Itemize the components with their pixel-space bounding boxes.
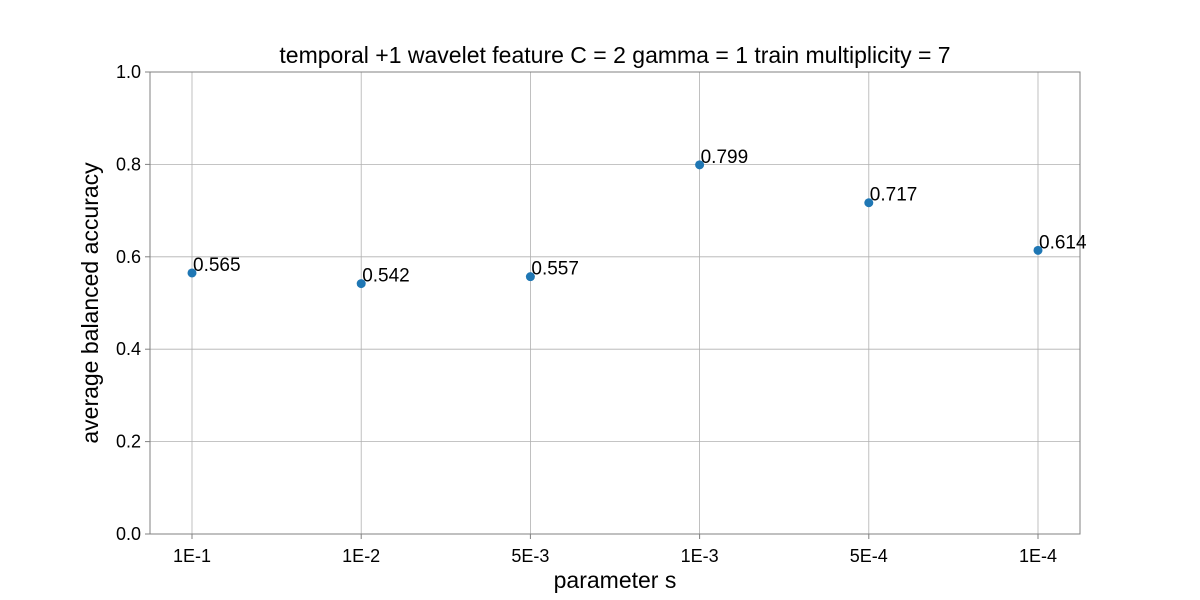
- data-point: [864, 198, 874, 208]
- y-tick-label: 0.2: [116, 432, 141, 452]
- data-point: [187, 268, 197, 278]
- data-value-label: 0.557: [531, 259, 579, 280]
- y-tick-label: 0.8: [116, 154, 141, 174]
- data-point: [356, 279, 366, 289]
- data-labels-layer: 0.565 0.542 0.557 0.799 0.717 0.614: [193, 147, 1087, 287]
- data-point: [1033, 245, 1043, 255]
- x-tick-label: 5E-4: [850, 546, 888, 566]
- data-value-label: 0.614: [1039, 232, 1087, 253]
- x-tick-label: 1E-4: [1019, 546, 1057, 566]
- x-axis-label: parameter s: [554, 567, 677, 593]
- points-layer: [187, 160, 1043, 289]
- x-tick-label: 1E-2: [342, 546, 380, 566]
- data-point: [695, 160, 705, 170]
- ticks-layer: 1E-1 1E-2 5E-3 1E-3 5E-4 1E-4 0.0 0.2 0.4 0.6 0.8 1…: [116, 62, 1057, 566]
- data-value-label: 0.717: [870, 185, 918, 206]
- data-point: [525, 272, 535, 282]
- chart-title: temporal +1 wavelet feature C = 2 gamma …: [279, 42, 950, 68]
- grid-layer: [150, 71, 1080, 535]
- x-tick-label: 1E-3: [681, 546, 719, 566]
- plot-frame: [149, 71, 1081, 535]
- data-value-label: 0.799: [701, 147, 749, 168]
- data-value-label: 0.542: [362, 266, 410, 287]
- y-tick-label: 0.6: [116, 247, 141, 267]
- x-tick-label: 5E-3: [511, 546, 549, 566]
- y-tick-label: 0.4: [116, 339, 141, 359]
- x-tick-label: 1E-1: [173, 546, 211, 566]
- y-tick-label: 1.0: [116, 62, 141, 82]
- y-axis-label: average balanced accuracy: [77, 162, 103, 444]
- y-tick-label: 0.0: [116, 524, 141, 544]
- data-value-label: 0.565: [193, 255, 241, 276]
